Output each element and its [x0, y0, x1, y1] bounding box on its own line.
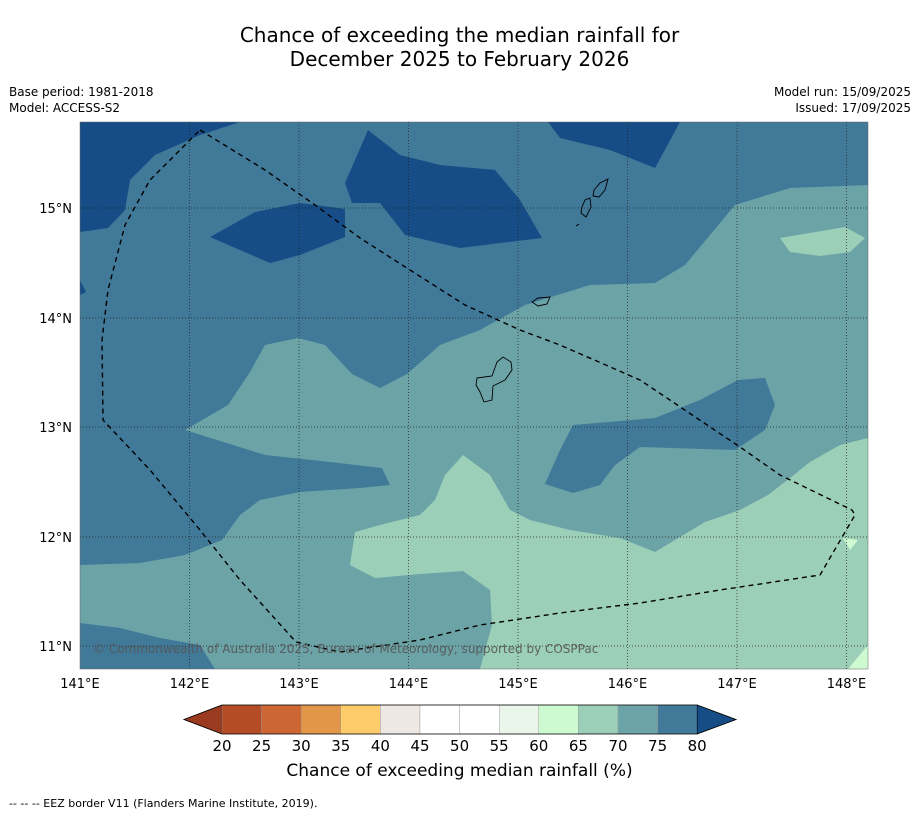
longitude-label: 143°E — [279, 677, 319, 692]
contour-80-north-b — [210, 203, 345, 263]
longitude-labels: 141°E 142°E 143°E 144°E 145°E 146°E 147°E 148°E — [60, 677, 866, 692]
colorbar-swatch — [657, 704, 698, 735]
colorbar-tick-label: 35 — [331, 737, 350, 755]
islands — [475, 178, 609, 403]
contour-65-south — [350, 438, 868, 669]
longitude-label: 145°E — [498, 677, 538, 692]
contour-60-east-b — [848, 645, 868, 669]
colorbar-tick-label: 80 — [688, 737, 707, 755]
colorbar-tick-label: 65 — [569, 737, 588, 755]
colorbar-tick-label: 45 — [410, 737, 429, 755]
latitude-label: 15°N — [39, 202, 72, 217]
contour-80-northeast — [548, 122, 680, 168]
base-period: Base period: 1981-2018 — [9, 85, 154, 99]
model-name: Model: ACCESS-S2 — [9, 101, 121, 115]
latitude-label: 12°N — [39, 531, 72, 546]
contour-75-southwest — [80, 623, 215, 669]
issued-date: Issued: 17/09/2025 — [795, 101, 911, 115]
colorbar-tick-label: 70 — [608, 737, 627, 755]
contour-65-northeast — [780, 227, 865, 256]
longitude-label: 141°E — [60, 677, 100, 692]
colorbar-tick-label: 30 — [292, 737, 311, 755]
colorbar: 20 25 30 35 40 45 50 55 60 65 70 75 80 — [182, 704, 738, 755]
colorbar-tick-label: 75 — [648, 737, 667, 755]
island-aguijan — [575, 223, 580, 227]
graticule — [80, 122, 868, 669]
latitude-label: 11°N — [39, 640, 72, 655]
colorbar-swatch — [261, 704, 302, 735]
meta-left: Base period: 1981-2018 Model: ACCESS-S2 — [9, 84, 154, 116]
colorbar-swatch — [578, 704, 619, 735]
chart-title-line1: Chance of exceeding the median rainfall … — [239, 23, 680, 47]
colorbar-swatch — [380, 704, 421, 735]
colorbar-tick-label: 40 — [371, 737, 390, 755]
contour-80-west-edge — [80, 280, 86, 295]
eez-legend-footnote: -- -- -- EEZ border V11 (Flanders Marine… — [9, 797, 318, 810]
longitude-label: 147°E — [717, 677, 757, 692]
colorbar-outline — [182, 704, 738, 735]
colorbar-label: Chance of exceeding median rainfall (%) — [286, 761, 633, 781]
colorbar-tick-label: 20 — [212, 737, 231, 755]
map-frame — [79, 121, 869, 670]
colorbar-swatch — [538, 704, 579, 735]
contour-80-northwest — [80, 122, 240, 232]
colorbar-swatch — [221, 704, 262, 735]
latitude-labels: 15°N 14°N 13°N 12°N 11°N — [39, 202, 72, 655]
colorbar-extend-high — [696, 704, 737, 735]
colorbar-swatch — [301, 704, 342, 735]
island-saipan — [592, 178, 609, 198]
colorbar-tick-label: 50 — [450, 737, 469, 755]
colorbar-swatch — [617, 704, 658, 735]
meta-right: Model run: 15/09/2025 Issued: 17/09/2025 — [774, 84, 911, 116]
contour-75-east — [545, 378, 775, 493]
longitude-label: 144°E — [389, 677, 429, 692]
latitude-label: 14°N — [39, 312, 72, 327]
contour-map — [80, 122, 868, 669]
eez-border — [101, 129, 856, 653]
longitude-label: 142°E — [170, 677, 210, 692]
colorbar-tick-label: 60 — [529, 737, 548, 755]
colorbar-swatch — [419, 704, 460, 735]
colorbar-tick-label: 25 — [252, 737, 271, 755]
colorbar-extend-low — [183, 704, 223, 735]
contour-80-north-a — [345, 130, 542, 248]
island-guam — [475, 356, 513, 403]
chart-title-line2: December 2025 to February 2026 — [289, 47, 630, 71]
longitude-label: 148°E — [827, 677, 867, 692]
copyright-notice: © Commonwealth of Australia 2025, Bureau… — [93, 642, 598, 656]
colorbar-tick-label: 55 — [490, 737, 509, 755]
latitude-label: 13°N — [39, 421, 72, 436]
colorbar-swatch — [459, 704, 500, 735]
longitude-label: 146°E — [608, 677, 648, 692]
colorbar-swatch — [340, 704, 381, 735]
model-run: Model run: 15/09/2025 — [773, 85, 911, 99]
colorbar-swatch — [499, 704, 540, 735]
island-rota — [531, 296, 551, 307]
contour-60-east-a — [843, 538, 858, 550]
island-tinian — [580, 197, 592, 218]
